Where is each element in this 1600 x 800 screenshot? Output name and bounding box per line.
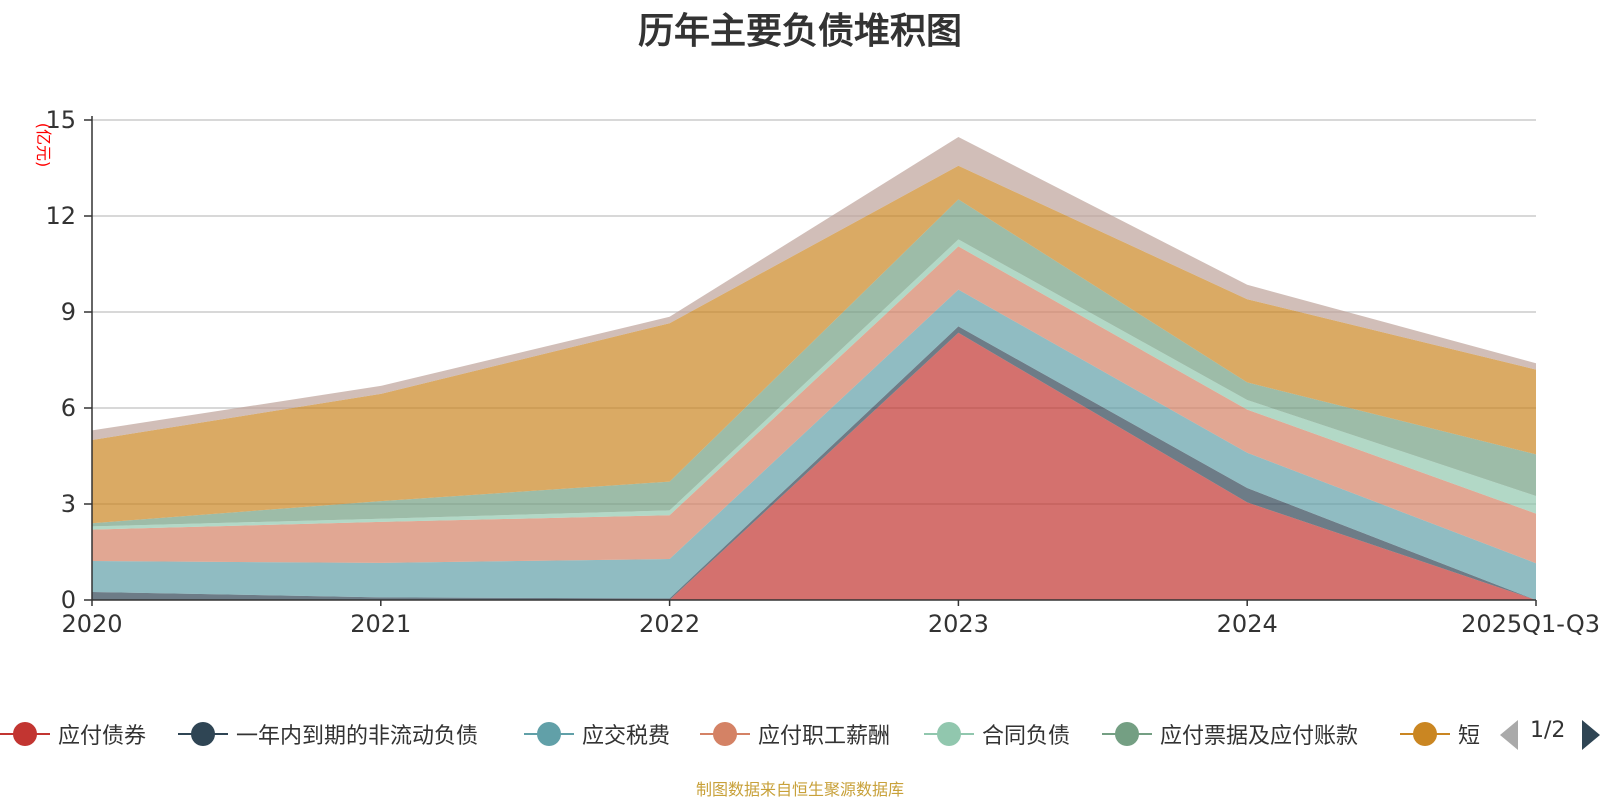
- legend-item-5[interactable]: 合同负债: [924, 712, 1070, 756]
- area-series-4[interactable]: [92, 246, 1536, 564]
- y-tick-label: 6: [61, 394, 76, 422]
- pager-prev-icon[interactable]: [1500, 720, 1518, 750]
- y-axis-label: (亿元): [34, 123, 53, 168]
- y-tick-label: 3: [61, 490, 76, 518]
- area-chart: 0 3 6 9 12 15 2020 2021 2022 2023 2024 2025Q1-Q3 (亿…: [34, 106, 1600, 638]
- legend-label: 一年内到期的非流动负债: [236, 724, 479, 749]
- legend: 应付债券 一年内到期的非流动负债 应交税费 应付职工薪酬 合同负债 应付票据及应付账款 短: [0, 712, 1600, 756]
- y-tick-label: 9: [61, 298, 76, 326]
- legend-marker-icon: [178, 712, 228, 756]
- legend-label: 合同负债: [982, 724, 1071, 749]
- legend-pager: 1/2: [1500, 712, 1600, 756]
- area-series-3[interactable]: [92, 289, 1536, 600]
- y-tick-label: 0: [61, 586, 76, 614]
- legend-label: 应付票据及应付账款: [1160, 724, 1359, 749]
- x-tick-label: 2022: [639, 610, 700, 638]
- area-series-6[interactable]: [92, 199, 1536, 527]
- legend-item-4[interactable]: 应付职工薪酬: [700, 712, 890, 756]
- legend-marker-icon: [1102, 712, 1152, 756]
- pager-page-text: 1/2: [1530, 718, 1566, 743]
- x-tick-label: 2025Q1-Q3: [1461, 610, 1600, 638]
- legend-marker-icon: [1400, 712, 1450, 756]
- legend-label: 应付职工薪酬: [758, 724, 891, 749]
- data-source-note: 制图数据来自恒生聚源数据库: [695, 780, 904, 799]
- legend-label: 应交税费: [582, 724, 671, 749]
- legend-label: 短: [1458, 724, 1481, 749]
- x-tick-label: 2024: [1217, 610, 1278, 638]
- chart-title: 历年主要负债堆积图: [637, 11, 962, 52]
- area-series: [92, 137, 1536, 600]
- area-series-2[interactable]: [92, 326, 1536, 600]
- y-tick-label: 12: [45, 202, 76, 230]
- legend-item-3[interactable]: 应交税费: [524, 712, 670, 756]
- area-series-8[interactable]: [92, 137, 1536, 440]
- legend-item-2[interactable]: 一年内到期的非流动负债: [178, 712, 478, 756]
- x-tick-label: 2021: [350, 610, 411, 638]
- legend-item-6[interactable]: 应付票据及应付账款: [1102, 712, 1358, 756]
- legend-marker-icon: [700, 712, 750, 756]
- y-tick-label: 15: [45, 106, 76, 134]
- x-tick-label: 2020: [61, 610, 122, 638]
- legend-marker-icon: [924, 712, 974, 756]
- axes: 0 3 6 9 12 15 2020 2021 2022 2023 2024 2025Q1-Q3: [45, 106, 1600, 638]
- area-series-7[interactable]: [92, 165, 1536, 524]
- pager-next-icon[interactable]: [1582, 720, 1600, 750]
- legend-marker-icon: [0, 712, 50, 756]
- legend-item-7[interactable]: 短: [1400, 712, 1480, 756]
- legend-item-1[interactable]: 应付债券: [0, 712, 146, 756]
- legend-label: 应付债券: [58, 724, 147, 749]
- x-tick-label: 2023: [928, 610, 989, 638]
- legend-marker-icon: [524, 712, 574, 756]
